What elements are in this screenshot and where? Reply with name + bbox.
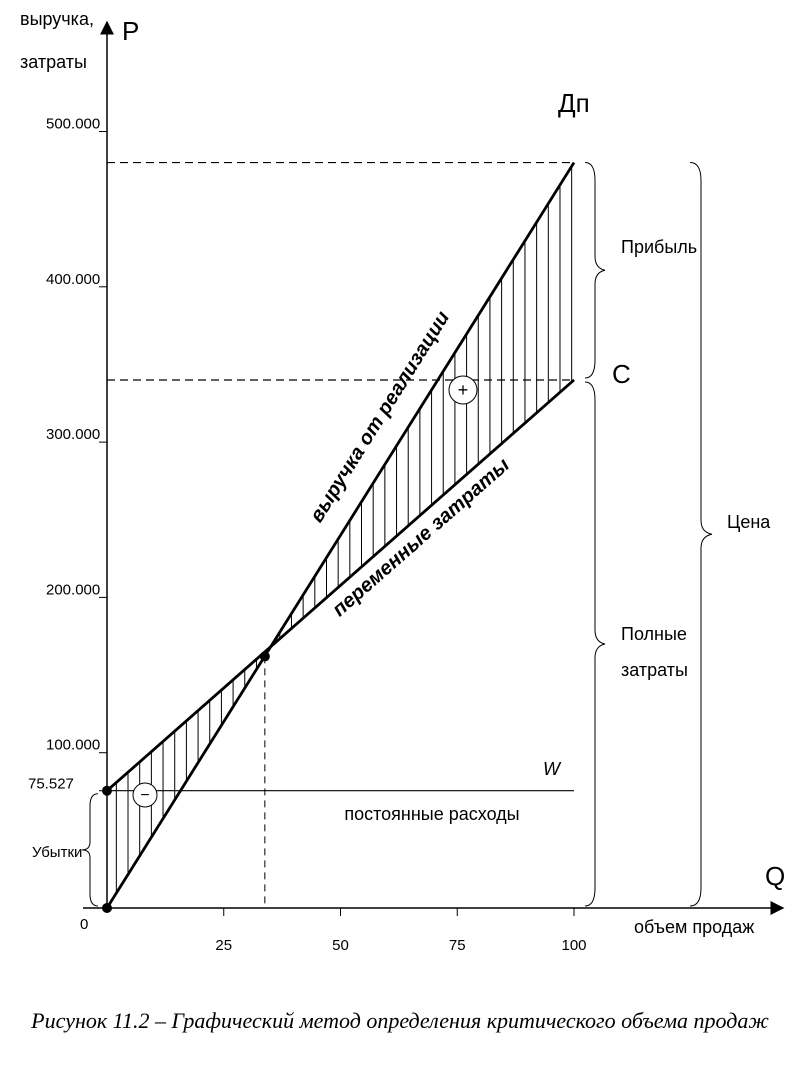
x-tick-label: 100	[561, 937, 586, 954]
break-even-point	[259, 651, 270, 662]
origin-point	[102, 903, 112, 913]
profit-zone-circle	[448, 375, 478, 405]
fixed-costs-line-label: постоянные расходы	[344, 804, 519, 824]
y-tick-label: 100.000	[46, 737, 100, 754]
point-label-c: C	[612, 359, 631, 389]
price-brace	[689, 162, 713, 907]
full-costs-brace	[584, 381, 606, 907]
origin-label: 0	[80, 916, 88, 933]
fixed-costs-point	[102, 785, 112, 796]
full-costs-label-line2: затраты	[621, 660, 688, 680]
y-axis-label-line2: затраты	[20, 52, 87, 72]
y-axis-symbol: P	[122, 16, 139, 46]
profit-label: Прибыль	[621, 237, 697, 257]
point-label-dp: Дп	[558, 88, 590, 118]
losses-label: Убытки	[32, 844, 82, 861]
y-tick-label: 300.000	[46, 426, 100, 443]
y-axis-label-line1: выручка,	[20, 9, 94, 29]
losses-brace	[81, 793, 99, 907]
x-tick-label: 25	[215, 937, 232, 954]
variable-costs-line-label: переменные затраты	[328, 454, 514, 621]
y-tick-label: 75.527	[28, 776, 74, 793]
x-axis-label: объем продаж	[634, 917, 754, 937]
figure-caption: Рисунок 11.2 – Графический метод определ…	[31, 1008, 769, 1033]
break-even-chart: 75.527 100.000 200.000 300.000 400.000 500.00…	[20, 9, 785, 954]
profit-brace	[584, 162, 606, 379]
x-tick-label: 75	[449, 937, 466, 954]
x-tick-label: 50	[332, 937, 349, 954]
variable-costs-line	[106, 378, 575, 792]
loss-zone-sign: −	[140, 787, 149, 804]
price-label: Цена	[727, 512, 771, 532]
point-label-w: W	[543, 759, 562, 779]
x-axis-symbol: Q	[765, 861, 785, 891]
full-costs-label-line1: Полные	[621, 624, 687, 644]
loss-zone-circle	[132, 782, 158, 808]
profit-zone-sign: +	[458, 380, 469, 400]
y-tick-label: 500.000	[46, 116, 100, 133]
y-tick-label: 400.000	[46, 271, 100, 288]
revenue-line	[105, 161, 576, 909]
y-tick-label: 200.000	[46, 581, 100, 598]
